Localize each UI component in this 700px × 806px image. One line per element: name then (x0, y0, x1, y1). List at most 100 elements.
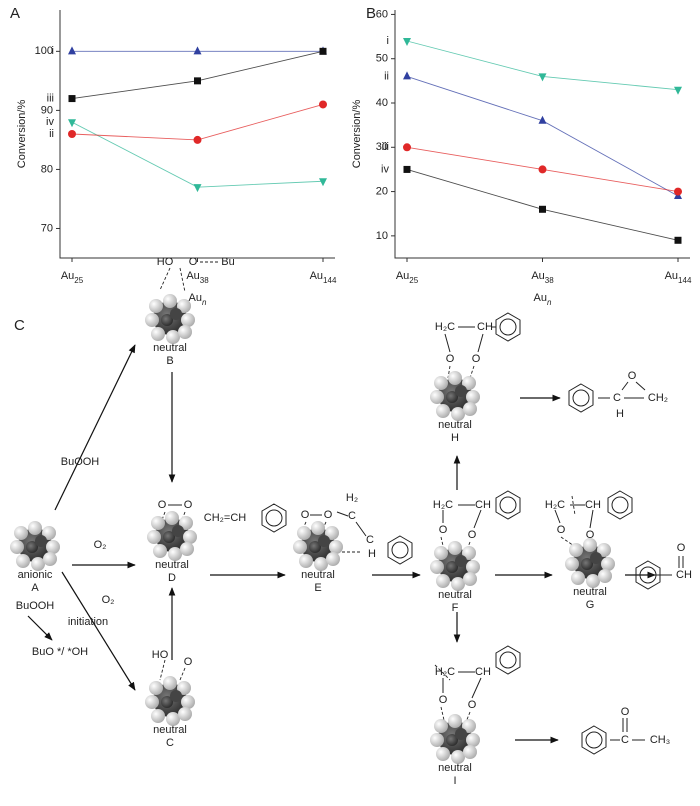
series-label: iv (381, 163, 389, 175)
atom-label: H (616, 408, 624, 420)
atom-label: Bu (221, 256, 234, 268)
atom-label: HO (152, 649, 169, 661)
atom-label: O (439, 524, 448, 536)
arrow (27, 615, 53, 641)
node-label: I (453, 775, 456, 787)
arrow (61, 571, 136, 691)
series-line (406, 76, 679, 197)
series-label: iii (382, 141, 389, 153)
axis (59, 10, 335, 259)
atom-label: CH₂ (648, 392, 668, 404)
point (68, 95, 76, 103)
node-label: G (586, 599, 595, 611)
atom-label: H₂C (433, 499, 453, 511)
atom-label: O (189, 256, 198, 268)
x-tick-label: Au38 (531, 270, 554, 285)
point (193, 46, 202, 55)
node-label: A (31, 582, 39, 594)
point (193, 184, 202, 193)
atom-label: O (439, 694, 448, 706)
x-tick-label: Au25 (396, 270, 419, 285)
series-line (71, 104, 324, 141)
reagent: initiation (68, 616, 108, 628)
node-label: E (314, 582, 321, 594)
atom-label: O (677, 542, 686, 554)
y-axis-label: Conversion/% (351, 100, 363, 169)
atom-label: H (368, 548, 376, 560)
cluster (145, 294, 195, 344)
y-tick-label: 20 (376, 185, 388, 197)
cluster (293, 521, 343, 571)
atom-label: C (621, 734, 629, 746)
point (674, 187, 682, 196)
atom-label: O (468, 529, 477, 541)
node-state: neutral (438, 419, 472, 431)
atom-label: O (446, 353, 455, 365)
atom-label: O (628, 370, 637, 382)
series-label: i (52, 45, 54, 57)
point (538, 165, 547, 174)
bond (442, 504, 594, 529)
node-label: B (166, 355, 173, 367)
benzene (495, 312, 521, 342)
reagent: O₂ (94, 539, 107, 551)
benzene (495, 490, 521, 520)
x-axis-label: Aun (534, 292, 552, 307)
node-state: neutral (438, 589, 472, 601)
atom-label: CH (477, 321, 493, 333)
panel-label: C (14, 317, 25, 334)
atom-label: O (468, 699, 477, 711)
bond (168, 504, 367, 537)
benzene (261, 503, 287, 533)
series-line (71, 50, 324, 100)
reagent: BuO */ *OH (32, 646, 88, 658)
panel-label: B (366, 5, 376, 22)
point (538, 115, 547, 124)
atom-label: C (613, 392, 621, 404)
atom-label: H₂C (545, 499, 565, 511)
panel-label: A (10, 5, 20, 22)
bond (444, 326, 496, 353)
y-tick-label: 100 (35, 45, 53, 57)
point (403, 165, 411, 173)
atom-label: CH (676, 569, 692, 581)
benzene (607, 490, 633, 520)
series-label: ii (49, 128, 54, 140)
node-label: C (166, 737, 174, 749)
y-tick-label: 40 (376, 97, 388, 109)
series-line (406, 40, 679, 91)
y-tick-label: 30 (376, 141, 388, 153)
point (403, 71, 411, 80)
atom-label: CH (585, 499, 601, 511)
atom-label: O (301, 509, 310, 521)
atom-label: O (557, 524, 566, 536)
bond (440, 495, 594, 553)
atom-label: O (586, 529, 595, 541)
point (68, 130, 76, 138)
cluster (147, 511, 197, 561)
node-label: F (452, 602, 459, 614)
node-label: D (168, 572, 176, 584)
atom-label: CH (475, 499, 491, 511)
x-tick-label: Au144 (665, 270, 692, 285)
point (538, 73, 547, 82)
y-tick-label: 80 (41, 163, 53, 175)
point (68, 119, 76, 128)
atom-label: H₂ (346, 492, 358, 504)
atom-label: C (348, 510, 356, 522)
node-state: neutral (438, 762, 472, 774)
point (193, 135, 202, 144)
axis (394, 10, 690, 259)
y-tick-label: 50 (376, 53, 388, 65)
atom-label: HO (157, 256, 174, 268)
point (68, 46, 76, 55)
x-tick-label: Au25 (61, 270, 84, 285)
cluster (430, 714, 480, 764)
atom-label: O (324, 509, 333, 521)
